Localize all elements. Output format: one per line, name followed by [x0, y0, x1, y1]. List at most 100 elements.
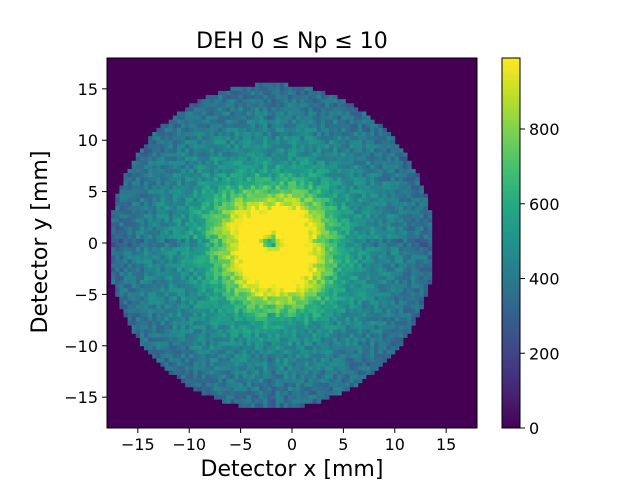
colorbar-segment	[502, 366, 520, 370]
heatmap-cell	[226, 218, 231, 223]
heatmap-cell	[353, 136, 359, 141]
heatmap-cell	[279, 366, 285, 371]
heatmap-cell	[320, 140, 326, 145]
heatmap-cell	[296, 391, 301, 396]
heatmap-cell	[419, 267, 424, 273]
heatmap-cell	[370, 234, 375, 240]
heatmap-cell	[374, 255, 379, 260]
heatmap-cell	[222, 189, 227, 195]
heatmap-cell	[312, 115, 318, 121]
heatmap-cell	[308, 354, 313, 359]
heatmap-cell	[267, 99, 272, 104]
heatmap-cell	[361, 238, 367, 244]
heatmap-cell	[398, 160, 404, 166]
heatmap-cell	[213, 148, 219, 153]
heatmap-cell	[357, 341, 363, 347]
heatmap-cell	[275, 292, 281, 297]
heatmap-cell	[411, 284, 416, 289]
heatmap-cell	[337, 181, 342, 186]
heatmap-cell	[168, 362, 174, 367]
heatmap-cell	[378, 127, 383, 133]
heatmap-cell	[341, 144, 346, 149]
heatmap-cell	[205, 132, 211, 137]
heatmap-cell	[292, 399, 297, 404]
heatmap-cell	[279, 391, 285, 396]
heatmap-cell	[123, 271, 128, 277]
heatmap-cell	[160, 259, 165, 264]
heatmap-cell	[115, 201, 120, 207]
heatmap-cell	[271, 136, 276, 141]
heatmap-cell	[181, 255, 186, 260]
heatmap-cell	[279, 304, 285, 310]
heatmap-cell	[382, 238, 387, 244]
heatmap-cell	[403, 296, 408, 301]
heatmap-cell	[398, 296, 404, 301]
heatmap-cell	[259, 123, 264, 129]
heatmap-cell	[419, 238, 424, 244]
heatmap-cell	[415, 271, 420, 277]
heatmap-cell	[197, 362, 202, 367]
heatmap-cell	[333, 238, 338, 244]
heatmap-cell	[156, 127, 161, 133]
heatmap-cell	[320, 111, 326, 116]
heatmap-cell	[386, 337, 392, 343]
heatmap-cell	[242, 378, 248, 384]
heatmap-cell	[176, 123, 182, 129]
heatmap-cell	[312, 358, 318, 363]
heatmap-cell	[238, 255, 244, 260]
heatmap-cell	[283, 284, 289, 289]
heatmap-cell	[333, 304, 338, 310]
heatmap-cell	[419, 234, 424, 240]
heatmap-cell	[189, 103, 194, 108]
heatmap-cell	[226, 238, 231, 244]
heatmap-cell	[123, 189, 128, 195]
heatmap-cell	[193, 382, 198, 388]
heatmap-cell	[370, 185, 375, 190]
heatmap-cell	[242, 181, 248, 186]
heatmap-cell	[333, 160, 338, 166]
heatmap-cell	[238, 349, 244, 355]
heatmap-cell	[259, 288, 264, 293]
heatmap-cell	[423, 284, 429, 289]
heatmap-cell	[176, 370, 182, 375]
heatmap-cell	[267, 337, 272, 343]
heatmap-cell	[292, 127, 297, 133]
heatmap-cell	[193, 123, 198, 129]
heatmap-cell	[329, 164, 334, 170]
heatmap-cell	[263, 247, 268, 252]
heatmap-cell	[148, 284, 153, 289]
heatmap-cell	[279, 136, 285, 141]
heatmap-cell	[390, 292, 396, 297]
heatmap-cell	[246, 292, 252, 297]
heatmap-cell	[329, 391, 334, 396]
heatmap-cell	[275, 395, 281, 400]
heatmap-cell	[218, 292, 223, 297]
heatmap-cell	[172, 329, 178, 334]
heatmap-cell	[193, 358, 198, 363]
heatmap-cell	[283, 378, 289, 384]
heatmap-cell	[193, 296, 198, 301]
heatmap-cell	[296, 111, 301, 116]
heatmap-cell	[366, 173, 371, 178]
heatmap-cell	[255, 156, 260, 162]
heatmap-cell	[279, 123, 285, 129]
heatmap-cell	[333, 391, 338, 396]
heatmap-cell	[394, 341, 400, 347]
heatmap-cell	[246, 300, 252, 306]
heatmap-cell	[382, 267, 387, 273]
heatmap-cell	[296, 374, 301, 380]
heatmap-cell	[263, 148, 268, 153]
heatmap-cell	[312, 169, 318, 174]
heatmap-cell	[394, 308, 400, 314]
heatmap-cell	[407, 271, 412, 277]
heatmap-cell	[250, 382, 256, 388]
heatmap-cell	[263, 140, 268, 145]
heatmap-cell	[329, 197, 334, 203]
heatmap-cell	[292, 201, 297, 207]
heatmap-cell	[205, 206, 211, 211]
heatmap-cell	[201, 243, 207, 248]
heatmap-cell	[185, 206, 190, 211]
heatmap-cell	[176, 169, 182, 174]
heatmap-cell	[193, 354, 198, 359]
heatmap-cell	[226, 395, 231, 400]
